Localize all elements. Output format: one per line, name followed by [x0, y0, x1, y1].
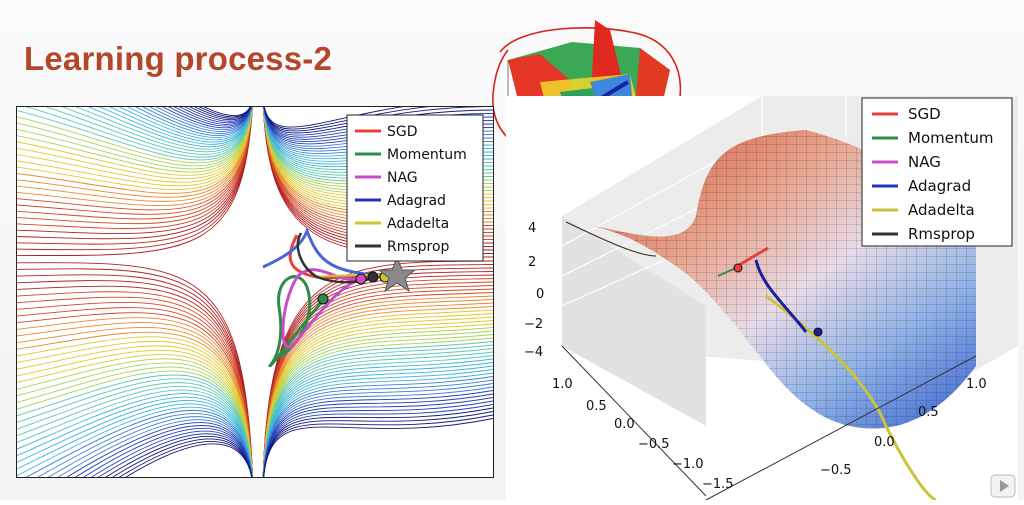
contour-legend: SGD Momentum NAG Adagrad Adadelta Rmsprop: [346, 114, 484, 262]
z-tick-label: −2: [524, 317, 543, 332]
z-tick-label: −4: [524, 345, 543, 360]
legend-label: Adagrad: [387, 193, 446, 209]
legend-label: Momentum: [387, 147, 467, 163]
legend-label: Adagrad: [908, 177, 971, 195]
slide-title: Learning process-2: [24, 40, 333, 77]
path-nag: [281, 268, 362, 349]
surface-3d-plot: 4 2 0 −2 −4 1.0 0.5 0.0 −0.5 −1.0 −1.5 1.0 0.5 0.0−…: [506, 96, 1018, 502]
x-tick-label: −1.0: [672, 457, 704, 472]
x-tick-label: −1.5: [702, 477, 734, 492]
contour-plot: SGD Momentum NAG Adagrad Adadelta Rmsprop: [16, 0, 494, 505]
x-tick-label: 0.5: [586, 399, 607, 414]
play-icon[interactable]: [990, 474, 1016, 498]
legend-label: SGD: [908, 105, 941, 123]
surface-legend: SGD Momentum NAG Adagrad Adadelta Rmsprop: [861, 97, 1013, 247]
z-tick-label: 2: [528, 255, 536, 270]
x-tick-label: −0.5: [638, 437, 670, 452]
surface-path-adagrad: [754, 259, 808, 333]
y-tick-label: 1.0: [966, 377, 987, 392]
y-tick-label: 0.5: [918, 405, 939, 420]
legend-label: NAG: [387, 170, 418, 186]
legend-label: Adadelta: [387, 216, 449, 232]
legend-label: NAG: [908, 153, 941, 171]
z-tick-label: 4: [528, 221, 536, 236]
goal-star-icon: [377, 255, 417, 293]
legend-label: Momentum: [908, 129, 993, 147]
legend-label: SGD: [387, 124, 418, 140]
x-tick-label: 0.0: [614, 417, 635, 432]
x-tick-label: 1.0: [552, 377, 573, 392]
y-tick-label: −0.5: [820, 463, 852, 478]
legend-label: Rmsprop: [387, 239, 450, 255]
y-tick-label: 0.0: [874, 435, 895, 450]
legend-label: Adadelta: [908, 201, 975, 219]
legend-label: Rmsprop: [908, 225, 975, 243]
path-adagrad: [262, 226, 378, 277]
z-tick-label: 0: [536, 287, 544, 302]
